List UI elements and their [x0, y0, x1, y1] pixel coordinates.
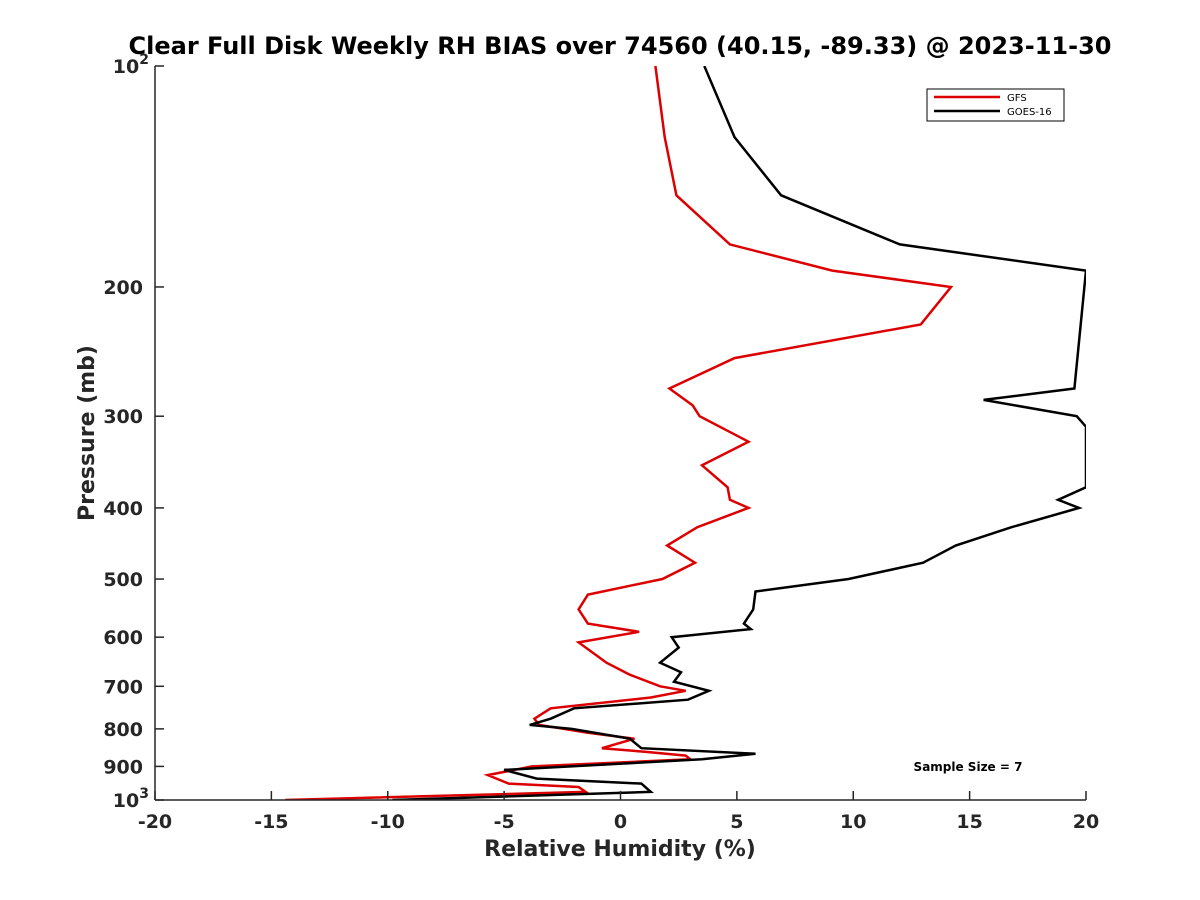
- y-tick-label: 700: [103, 676, 143, 698]
- x-tick-label: -15: [254, 811, 288, 833]
- x-tick-label: 5: [730, 811, 743, 833]
- x-tick-label: -10: [371, 811, 405, 833]
- x-tick-label: 15: [956, 811, 982, 833]
- x-tick-label: 20: [1073, 811, 1099, 833]
- legend-label-gfs: GFS: [1007, 93, 1027, 104]
- y-tick-label: 500: [103, 569, 143, 591]
- y-tick-label: 800: [103, 719, 143, 741]
- legend-label-goes16: GOES-16: [1007, 107, 1052, 118]
- series-line-goes16: [392, 66, 1086, 800]
- sample-size-annotation: Sample Size = 7: [914, 760, 1023, 774]
- y-tick-label: 300: [103, 406, 143, 428]
- y-tick-label: 400: [103, 498, 143, 520]
- x-tick-label: -20: [138, 811, 172, 833]
- legend-box: [926, 88, 1065, 122]
- y-tick-label: 103: [113, 786, 149, 812]
- legend: GFS GOES-16: [926, 88, 1065, 122]
- y-tick-label: 102: [113, 52, 149, 78]
- series-line-gfs: [285, 66, 954, 800]
- x-tick-label: 10: [840, 811, 866, 833]
- y-axis-ticks: 102 200 300 400 500 600 700 800 900 103: [103, 52, 164, 812]
- y-axis-label: Pressure (mb): [75, 345, 100, 521]
- x-tick-label: -5: [494, 811, 515, 833]
- x-axis-ticks: -20 -15 -10 -5 0 5 10 15 20: [138, 791, 1099, 833]
- y-tick-label: 600: [103, 627, 143, 649]
- chart-title: Clear Full Disk Weekly RH BIAS over 7456…: [129, 32, 1112, 60]
- y-tick-label: 200: [103, 277, 143, 299]
- y-tick-label: 900: [103, 756, 143, 778]
- x-tick-label: 0: [614, 811, 627, 833]
- x-axis-label: Relative Humidity (%): [484, 837, 756, 862]
